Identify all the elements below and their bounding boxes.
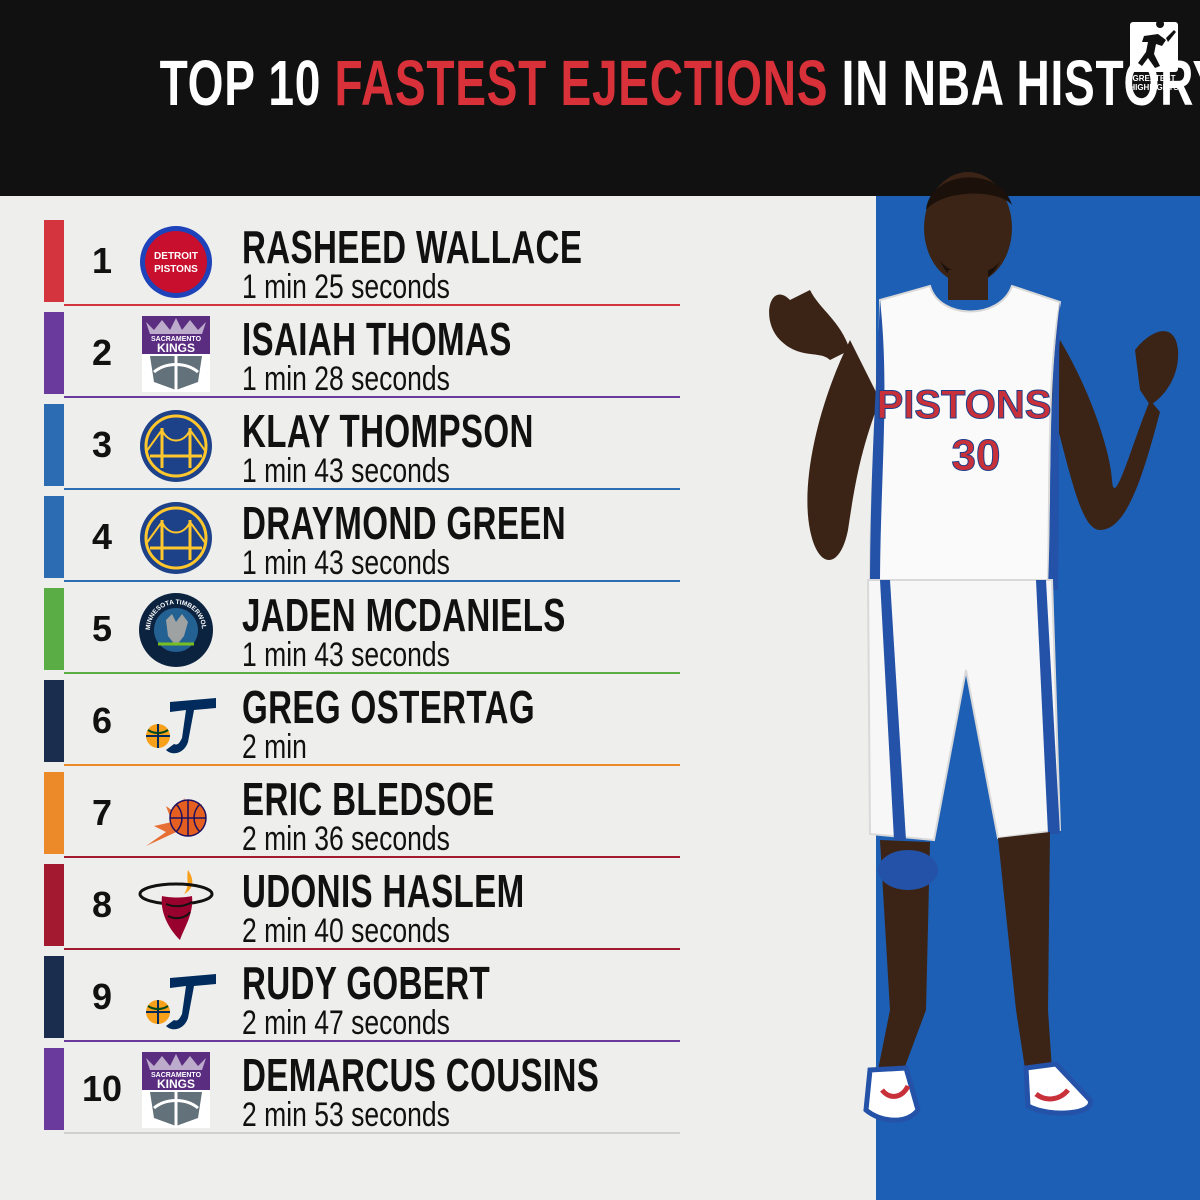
rank-accent-bar [44,312,64,394]
ranking-row-10: 10 SACRAMENTO KINGS DEMARCUS COUSINS 2 m… [44,1044,680,1134]
ranking-row-2: 2 SACRAMENTO KINGS ISAIAH THOMAS 1 min 2… [44,308,680,398]
rank-accent-bar [44,680,64,762]
row-divider [64,948,680,950]
row-divider [64,856,680,858]
row-divider [64,580,680,582]
page-title: TOP 10 FASTEST EJECTIONS IN NBA HISTORY [159,46,1200,120]
rank-number: 1 [91,240,113,281]
player-name: ERIC BLEDSOE [242,773,495,825]
title-highlight: FASTEST EJECTIONS [334,47,829,119]
title-part-1: TOP 10 [159,47,335,119]
rank-accent-bar [44,496,64,578]
ranking-row-1: 1 DETROIT PISTONS RASHEED WALLACE 1 min … [44,216,680,306]
rank-accent-bar [44,1048,64,1130]
ranking-row-8: 8 UDONIS HASLEM 2 min 40 seconds [44,860,680,950]
player-name: UDONIS HASLEM [242,865,525,917]
rank-number: 10 [81,1068,123,1109]
phoenix-suns-logo-icon [146,798,207,846]
jersey-team-text: PISTONS [877,383,1052,427]
kings-logo-text-1: SACRAMENTO [151,1072,202,1079]
kings-logo-text-2: KINGS [157,341,195,355]
sacramento-kings-logo-icon: SACRAMENTO KINGS [142,316,210,392]
ranking-row-5: 5 MINNESOTA TIMBERWOLVES JADEN MCDANIELS… [44,584,680,674]
ejection-time: 1 min 28 seconds [242,360,450,398]
player-name: RASHEED WALLACE [242,221,583,273]
sacramento-kings-logo-icon: SACRAMENTO KINGS [142,1052,210,1128]
ejection-time: 1 min 25 seconds [242,268,450,306]
ranking-row-3: 3 KLAY THOMPSON 1 min 43 seconds [44,400,680,490]
player-name: ISAIAH THOMAS [242,313,512,365]
row-divider [64,1040,680,1042]
player-name: GREG OSTERTAG [242,681,535,733]
golden-state-warriors-logo-icon [140,410,212,482]
brand-wordmark: GREATEST HIGHLIGHTS [1118,74,1190,92]
ejection-time: 2 min [242,728,307,766]
ranking-row-9: 9 RUDY GOBERT 2 min 47 seconds [44,952,680,1042]
rank-number: 9 [91,976,113,1017]
ranking-row-7: 7 ERIC BLEDSOE 2 min 36 seconds [44,768,680,858]
ejection-time: 2 min 47 seconds [242,1004,450,1042]
golden-state-warriors-logo-icon [140,502,212,574]
rank-number: 5 [91,608,113,649]
minnesota-timberwolves-logo-icon: MINNESOTA TIMBERWOLVES [136,592,213,667]
kings-logo-text-1: SACRAMENTO [151,336,202,343]
rank-accent-bar [44,772,64,854]
row-divider [64,672,680,674]
brand-player-icon [1130,22,1178,72]
rank-number: 4 [91,516,113,557]
player-name: DRAYMOND GREEN [242,497,567,549]
ejection-time: 2 min 40 seconds [242,912,450,950]
row-divider [64,764,680,766]
rank-number: 2 [91,332,113,373]
rank-number: 3 [91,424,113,465]
rank-number: 8 [91,884,113,925]
kings-logo-text-2: KINGS [157,1077,195,1091]
player-photo: PISTONS 30 [769,172,1179,1123]
rank-accent-bar [44,404,64,486]
row-divider [64,488,680,490]
rank-number: 6 [91,700,113,741]
ranking-row-4: 4 DRAYMOND GREEN 1 min 43 seconds [44,492,680,582]
player-name: RUDY GOBERT [242,957,491,1009]
jersey-number-text: 30 [952,431,1001,480]
detroit-pistons-logo-icon: DETROIT PISTONS [140,226,212,298]
ejection-time: 1 min 43 seconds [242,636,450,674]
player-name: KLAY THOMPSON [242,405,534,457]
utah-jazz-logo-icon [146,698,216,754]
row-divider [64,1132,680,1134]
brand-logo: GREATEST HIGHLIGHTS [1118,22,1190,102]
rank-accent-bar [44,220,64,302]
ejection-time: 2 min 53 seconds [242,1096,450,1134]
utah-jazz-logo-icon [146,974,216,1030]
rank-accent-bar [44,956,64,1038]
pistons-logo-text-2: PISTONS [154,264,198,275]
rank-accent-bar [44,588,64,670]
ejection-time: 1 min 43 seconds [242,452,450,490]
row-divider [64,396,680,398]
pistons-logo-text-1: DETROIT [154,251,198,262]
row-divider [64,304,680,306]
ejection-time: 2 min 36 seconds [242,820,450,858]
player-name: JADEN MCDANIELS [242,589,566,641]
brand-line-1: GREATEST [1132,74,1176,83]
miami-heat-logo-icon [138,870,214,940]
rank-number: 7 [91,792,113,833]
ejection-time: 1 min 43 seconds [242,544,450,582]
rankings-list: 1 DETROIT PISTONS RASHEED WALLACE 1 min … [0,196,700,1200]
player-name: DEMARCUS COUSINS [242,1049,600,1101]
brand-line-2: HIGHLIGHTS [1129,83,1179,92]
rank-accent-bar [44,864,64,946]
ranking-row-6: 6 GREG OSTERTAG 2 min [44,676,680,766]
header-banner: TOP 10 FASTEST EJECTIONS IN NBA HISTORY … [0,0,1200,196]
